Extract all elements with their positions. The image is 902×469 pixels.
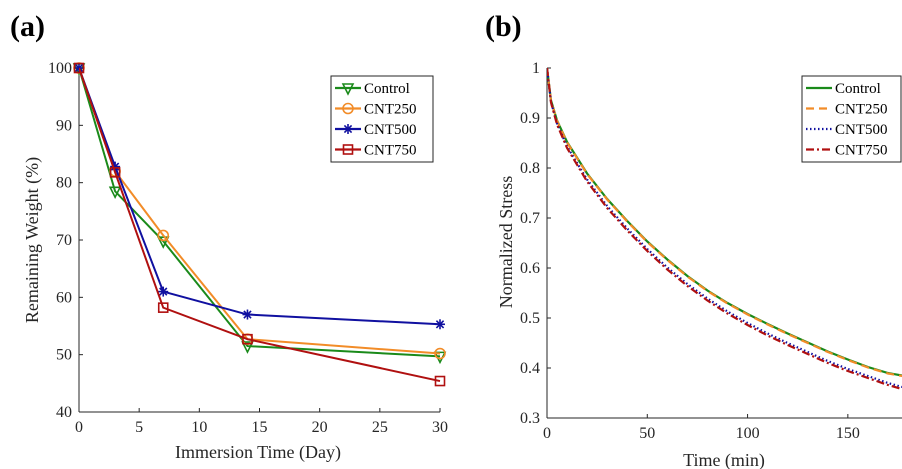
x-tick-label: 5 bbox=[135, 419, 143, 436]
panel-a: (a) Immersion Time (Day) Remaining Weigh… bbox=[10, 10, 448, 463]
y-tick-label: 100 bbox=[48, 60, 72, 77]
x-tick-label: 100 bbox=[736, 425, 760, 442]
data-point bbox=[157, 229, 170, 242]
legend-label: Control bbox=[835, 81, 881, 97]
x-tick-label: 25 bbox=[372, 419, 388, 436]
x-axis-label: Immersion Time (Day) bbox=[175, 442, 341, 463]
y-tick-label: 70 bbox=[56, 232, 72, 249]
series-line-cnt750 bbox=[547, 67, 902, 391]
legend-label: CNT750 bbox=[364, 143, 417, 159]
legend-item-cnt500: CNT500 bbox=[806, 122, 888, 138]
x-tick-label: 0 bbox=[75, 419, 83, 436]
x-tick-label: 30 bbox=[432, 419, 448, 436]
data-point bbox=[434, 347, 446, 360]
y-tick-label: 0.9 bbox=[520, 110, 540, 127]
legend-item-cnt750: CNT750 bbox=[335, 143, 417, 159]
y-tick-label: 0.3 bbox=[520, 410, 540, 427]
y-tick-label: 0.8 bbox=[520, 160, 540, 177]
panel-b: (b) Time (min) Normalized Stress 0 50 100 1… bbox=[485, 10, 902, 469]
data-point bbox=[158, 286, 169, 297]
legend-label: CNT500 bbox=[364, 122, 417, 138]
y-tick-label: 60 bbox=[56, 289, 72, 306]
x-tick-label: 50 bbox=[639, 425, 655, 442]
data-point bbox=[156, 236, 170, 249]
y-tick-label: 0.5 bbox=[520, 310, 540, 327]
y-tick-label: 90 bbox=[56, 117, 72, 134]
series-cnt750 bbox=[73, 62, 446, 387]
data-point bbox=[241, 341, 254, 354]
series-line-cnt500 bbox=[547, 67, 902, 389]
series-cnt500 bbox=[547, 67, 902, 389]
legend-label: CNT250 bbox=[364, 102, 417, 118]
x-tick-label: 0 bbox=[543, 425, 551, 442]
series-cnt750 bbox=[547, 67, 902, 391]
data-point bbox=[242, 333, 253, 345]
series-cnt500 bbox=[74, 63, 445, 330]
y-tick-label: 0.4 bbox=[520, 360, 540, 377]
legend-label: CNT750 bbox=[835, 143, 888, 159]
legend-item-cnt250: CNT250 bbox=[335, 102, 417, 118]
x-tick-label: 10 bbox=[191, 419, 207, 436]
y-tick-label: 1 bbox=[532, 60, 540, 77]
legend-item-cnt250: CNT250 bbox=[806, 102, 888, 118]
legend-item-cnt500: CNT500 bbox=[335, 122, 417, 138]
data-point bbox=[434, 375, 446, 387]
legend-marker bbox=[342, 144, 354, 155]
y-axis-label: Normalized Stress bbox=[496, 176, 516, 308]
data-point bbox=[108, 186, 122, 200]
y-tick-label: 40 bbox=[56, 404, 72, 421]
legend-marker bbox=[343, 124, 353, 134]
data-point bbox=[109, 167, 121, 178]
series-line-cnt750 bbox=[79, 67, 441, 383]
data-point bbox=[157, 302, 169, 313]
data-point bbox=[73, 62, 85, 74]
legend-item-cnt750: CNT750 bbox=[806, 143, 888, 159]
legend-item-control: Control bbox=[806, 81, 881, 97]
y-tick-label: 50 bbox=[56, 347, 72, 364]
legend: Control CNT250 CNT500 CNT750 bbox=[330, 75, 434, 163]
x-tick-label: 20 bbox=[312, 419, 328, 436]
data-point bbox=[242, 309, 253, 320]
y-tick-label: 80 bbox=[56, 175, 72, 192]
legend-marker bbox=[342, 102, 354, 115]
y-axis-label: Remaining Weight (%) bbox=[22, 157, 43, 323]
legend-label: CNT500 bbox=[835, 122, 888, 138]
y-tick-label: 0.7 bbox=[520, 210, 540, 227]
panel-a-label: (a) bbox=[10, 10, 45, 43]
y-tick-label: 0.6 bbox=[520, 260, 540, 277]
x-tick-label: 150 bbox=[836, 425, 860, 442]
legend-box bbox=[330, 75, 434, 163]
panel-b-label: (b) bbox=[485, 10, 522, 43]
series-line-cnt250 bbox=[547, 67, 902, 378]
legend: Control CNT250 CNT500 CNT750 bbox=[801, 75, 902, 163]
legend-box bbox=[801, 75, 902, 163]
data-point bbox=[435, 319, 445, 330]
x-tick-label: 15 bbox=[252, 419, 268, 436]
legend-label: CNT250 bbox=[835, 102, 888, 118]
legend-item-control: Control bbox=[335, 81, 410, 97]
legend-label: Control bbox=[364, 81, 410, 97]
x-axis-label: Time (min) bbox=[683, 450, 765, 469]
series-cnt250 bbox=[547, 67, 902, 378]
legend-marker bbox=[341, 83, 355, 96]
